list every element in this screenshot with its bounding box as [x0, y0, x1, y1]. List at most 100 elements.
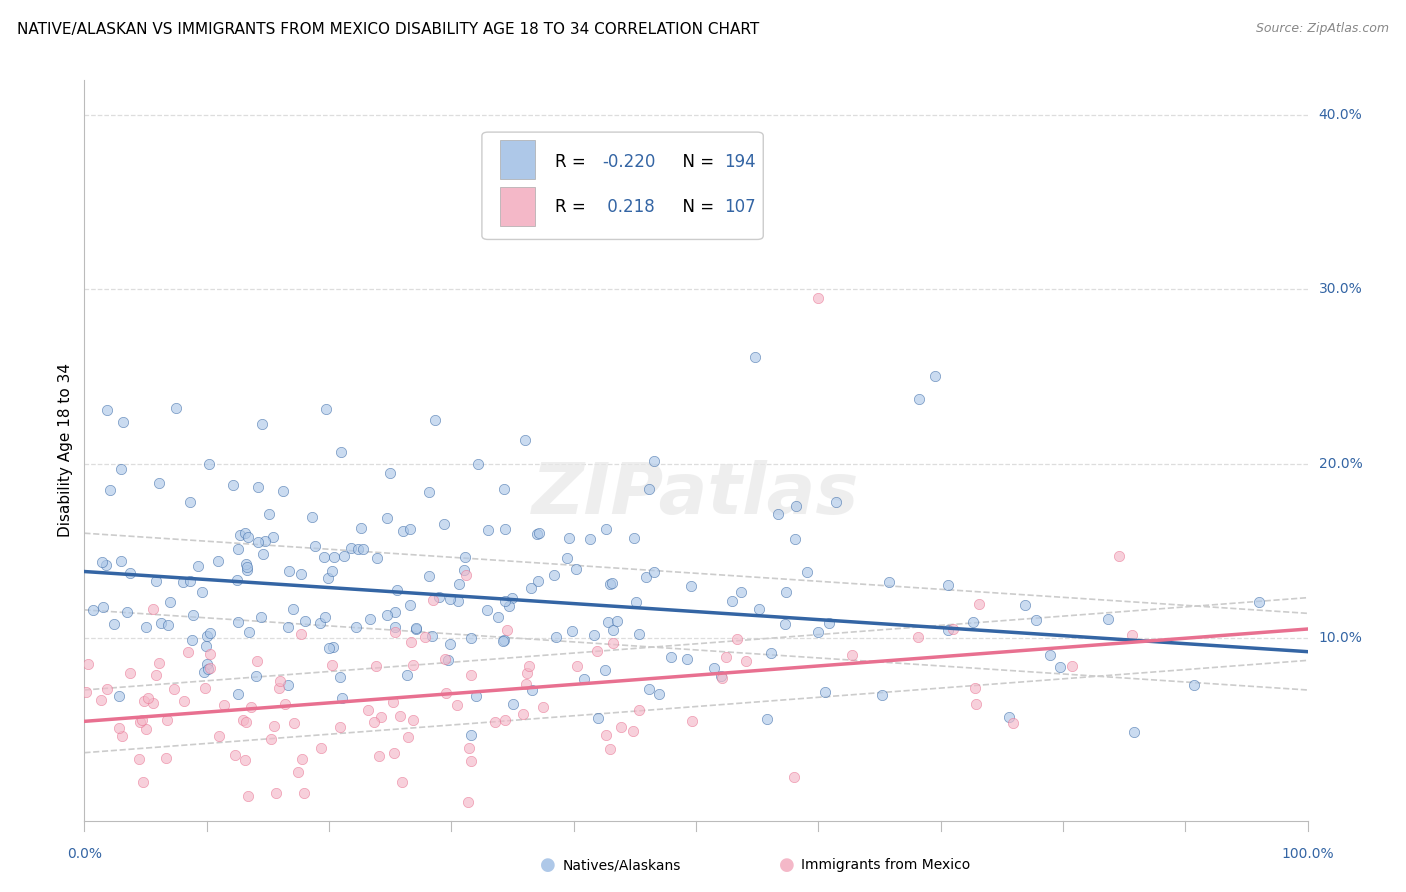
Point: [135, 722, 157, 736]
Point: [423, 413, 446, 427]
Point: [135, 620, 157, 634]
Point: [375, 608, 398, 623]
Point: [574, 672, 596, 686]
Point: [226, 541, 249, 556]
Point: [492, 482, 515, 496]
Point: [579, 533, 602, 547]
Point: [602, 636, 624, 650]
Point: [783, 533, 806, 547]
Point: [405, 622, 427, 636]
Point: [877, 575, 900, 590]
Point: [824, 495, 846, 509]
Point: [181, 608, 204, 623]
Point: [599, 577, 621, 591]
Point: [145, 668, 167, 682]
Point: [643, 565, 665, 579]
Point: [434, 686, 457, 700]
Point: [226, 573, 249, 587]
Point: [352, 541, 374, 556]
Point: [240, 700, 263, 714]
Point: [277, 620, 299, 634]
Text: N =: N =: [672, 198, 718, 216]
Point: [148, 656, 170, 670]
Point: [163, 682, 186, 697]
Point: [156, 714, 179, 728]
Point: [756, 712, 779, 726]
Text: NATIVE/ALASKAN VS IMMIGRANTS FROM MEXICO DISABILITY AGE 18 TO 34 CORRELATION CHA: NATIVE/ALASKAN VS IMMIGRANTS FROM MEXICO…: [17, 22, 759, 37]
Point: [998, 709, 1021, 723]
Point: [527, 526, 550, 541]
Point: [384, 605, 406, 619]
Point: [501, 591, 523, 606]
Point: [90, 555, 112, 569]
Point: [142, 696, 165, 710]
Point: [347, 542, 370, 557]
Point: [391, 775, 413, 789]
Point: [381, 695, 404, 709]
Point: [148, 476, 170, 491]
Point: [128, 752, 150, 766]
Point: [606, 614, 628, 628]
Point: [520, 582, 543, 596]
Point: [179, 574, 201, 588]
Point: [236, 530, 259, 544]
Point: [710, 669, 733, 683]
Point: [676, 652, 699, 666]
Point: [382, 747, 405, 761]
Point: [269, 674, 291, 689]
Point: [965, 681, 987, 695]
Point: [232, 713, 254, 727]
Point: [517, 658, 540, 673]
Point: [247, 535, 270, 549]
Point: [457, 740, 479, 755]
Point: [512, 707, 534, 722]
Point: [179, 495, 201, 509]
Point: [1121, 628, 1143, 642]
Point: [257, 507, 280, 521]
Point: [460, 754, 482, 768]
Point: [301, 509, 323, 524]
Point: [399, 521, 422, 535]
Point: [128, 715, 150, 730]
Point: [212, 698, 235, 713]
Point: [965, 698, 987, 712]
Point: [924, 368, 946, 383]
Point: [321, 657, 343, 672]
Point: [235, 714, 257, 729]
Point: [290, 567, 312, 582]
Point: [366, 551, 388, 566]
Point: [165, 401, 187, 415]
Point: [120, 566, 142, 580]
Point: [531, 699, 554, 714]
Point: [96, 403, 118, 417]
Point: [238, 625, 260, 640]
Point: [329, 720, 352, 734]
Point: [363, 715, 385, 730]
Point: [287, 764, 309, 779]
Point: [98, 483, 121, 497]
Point: [222, 478, 245, 492]
Point: [427, 590, 450, 604]
Point: [195, 657, 218, 672]
Point: [807, 291, 830, 305]
Point: [796, 565, 818, 579]
Point: [273, 483, 295, 498]
Point: [195, 629, 218, 643]
Y-axis label: Disability Age 18 to 34: Disability Age 18 to 34: [58, 363, 73, 538]
Point: [111, 415, 134, 429]
Text: ●: ●: [540, 856, 555, 874]
Point: [513, 433, 536, 447]
Point: [110, 462, 132, 476]
Point: [636, 570, 658, 584]
Point: [131, 713, 153, 727]
Point: [263, 719, 285, 733]
Point: [75, 684, 97, 698]
Point: [460, 668, 482, 682]
Point: [494, 522, 516, 536]
Point: [340, 541, 363, 556]
Point: [494, 633, 516, 648]
Point: [446, 698, 468, 712]
Point: [318, 641, 340, 656]
Point: [314, 609, 336, 624]
Point: [96, 681, 118, 696]
